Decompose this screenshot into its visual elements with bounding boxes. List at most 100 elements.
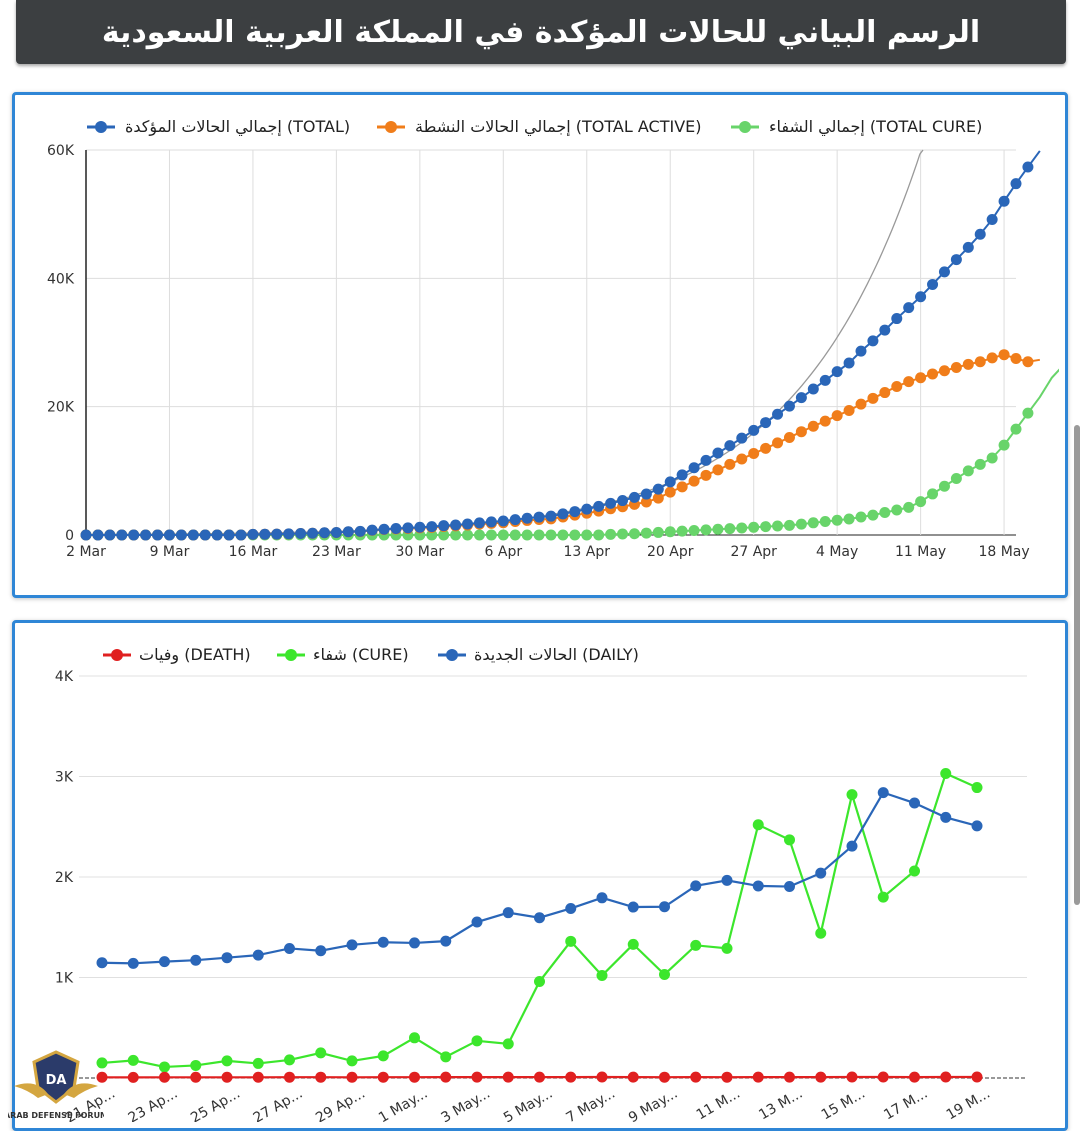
data-point xyxy=(471,916,483,928)
data-point xyxy=(915,291,927,303)
data-point xyxy=(652,526,664,538)
x-tick-label: 27 Ap... xyxy=(251,1086,306,1122)
data-point xyxy=(502,1071,514,1083)
data-point xyxy=(596,1071,608,1083)
data-point xyxy=(986,213,998,225)
data-point xyxy=(748,521,760,533)
legend-item: شفاء (CURE) xyxy=(277,645,409,664)
data-point xyxy=(903,302,915,314)
data-point xyxy=(831,410,843,422)
legend-label: الحالات الجديدة (DAILY) xyxy=(474,645,639,664)
data-point xyxy=(96,957,108,969)
data-point xyxy=(915,372,927,384)
data-point xyxy=(390,523,402,535)
legend-label: إجمالي الشفاء (TOTAL CURE) xyxy=(769,117,982,137)
x-tick-label: 17 M... xyxy=(881,1086,930,1122)
data-point xyxy=(440,1051,452,1063)
data-point xyxy=(315,1071,327,1083)
data-point xyxy=(346,1071,358,1083)
legend-marker xyxy=(95,121,107,133)
data-point xyxy=(664,526,676,538)
watermark-text: ARAB DEFENSE FORUM xyxy=(8,1111,104,1120)
y-tick-label: 1K xyxy=(55,971,74,987)
data-point xyxy=(1010,178,1022,190)
data-point xyxy=(891,380,903,392)
data-point xyxy=(807,420,819,432)
data-point xyxy=(1010,423,1022,435)
data-point xyxy=(752,1071,764,1083)
legend-label: وفيات (DEATH) xyxy=(139,645,251,665)
data-point xyxy=(831,514,843,526)
data-point xyxy=(315,945,327,957)
data-point xyxy=(377,1050,389,1062)
data-point xyxy=(795,518,807,530)
data-point xyxy=(938,266,950,278)
data-point xyxy=(426,529,438,541)
data-point xyxy=(330,526,342,538)
data-point xyxy=(473,517,485,529)
data-point xyxy=(509,514,521,526)
data-point xyxy=(879,387,891,399)
data-point xyxy=(998,439,1010,451)
data-point xyxy=(659,901,670,913)
data-point xyxy=(783,400,795,412)
data-point xyxy=(565,1071,577,1083)
scrollbar[interactable] xyxy=(1074,425,1080,905)
data-point xyxy=(159,956,170,968)
data-point xyxy=(152,529,164,541)
data-point xyxy=(409,1071,420,1083)
data-point xyxy=(127,1071,139,1083)
data-point xyxy=(986,452,998,464)
x-tick-label: 30 Mar xyxy=(396,544,445,560)
data-point xyxy=(784,1071,795,1083)
data-point xyxy=(867,392,879,404)
data-point xyxy=(688,525,700,537)
data-point xyxy=(502,907,514,919)
data-point xyxy=(903,501,915,513)
data-point xyxy=(700,524,712,536)
data-point xyxy=(440,935,452,947)
data-point xyxy=(628,528,640,540)
data-point xyxy=(688,462,700,474)
data-point xyxy=(354,525,366,537)
data-point xyxy=(190,1059,202,1071)
data-point xyxy=(843,513,855,525)
data-point xyxy=(909,797,920,809)
data-point xyxy=(690,880,702,892)
data-point xyxy=(909,1071,920,1083)
data-point xyxy=(438,520,450,532)
data-point xyxy=(627,901,639,913)
data-point xyxy=(440,1071,452,1083)
data-point xyxy=(783,519,795,531)
x-tick-label: 7 May... xyxy=(564,1086,618,1122)
data-point xyxy=(927,488,939,500)
legend-item: إجمالي الشفاء (TOTAL CURE) xyxy=(731,117,982,137)
data-point xyxy=(509,529,521,541)
data-point xyxy=(938,365,950,377)
data-point xyxy=(846,840,858,852)
data-point xyxy=(409,937,420,949)
data-point xyxy=(593,529,605,541)
data-point xyxy=(748,448,760,460)
data-point xyxy=(581,529,593,541)
data-point xyxy=(962,465,974,477)
data-point xyxy=(891,504,903,516)
data-point xyxy=(569,506,581,518)
data-point xyxy=(346,1055,358,1067)
data-point xyxy=(462,529,474,541)
data-point xyxy=(815,1071,827,1083)
arab-defense-forum-logo: DA ARAB DEFENSE FORUM xyxy=(8,1050,104,1120)
x-tick-label: 2 Mar xyxy=(66,544,106,560)
data-point xyxy=(377,936,389,948)
data-point xyxy=(284,1071,295,1083)
data-point xyxy=(473,529,485,541)
data-point xyxy=(462,518,474,530)
data-point xyxy=(471,1071,483,1083)
x-tick-label: 11 M... xyxy=(694,1086,743,1122)
data-point xyxy=(807,383,819,395)
data-point xyxy=(342,526,354,538)
data-point xyxy=(96,1057,108,1069)
data-point xyxy=(596,969,608,981)
trend-line xyxy=(86,149,924,536)
data-point xyxy=(940,767,952,779)
